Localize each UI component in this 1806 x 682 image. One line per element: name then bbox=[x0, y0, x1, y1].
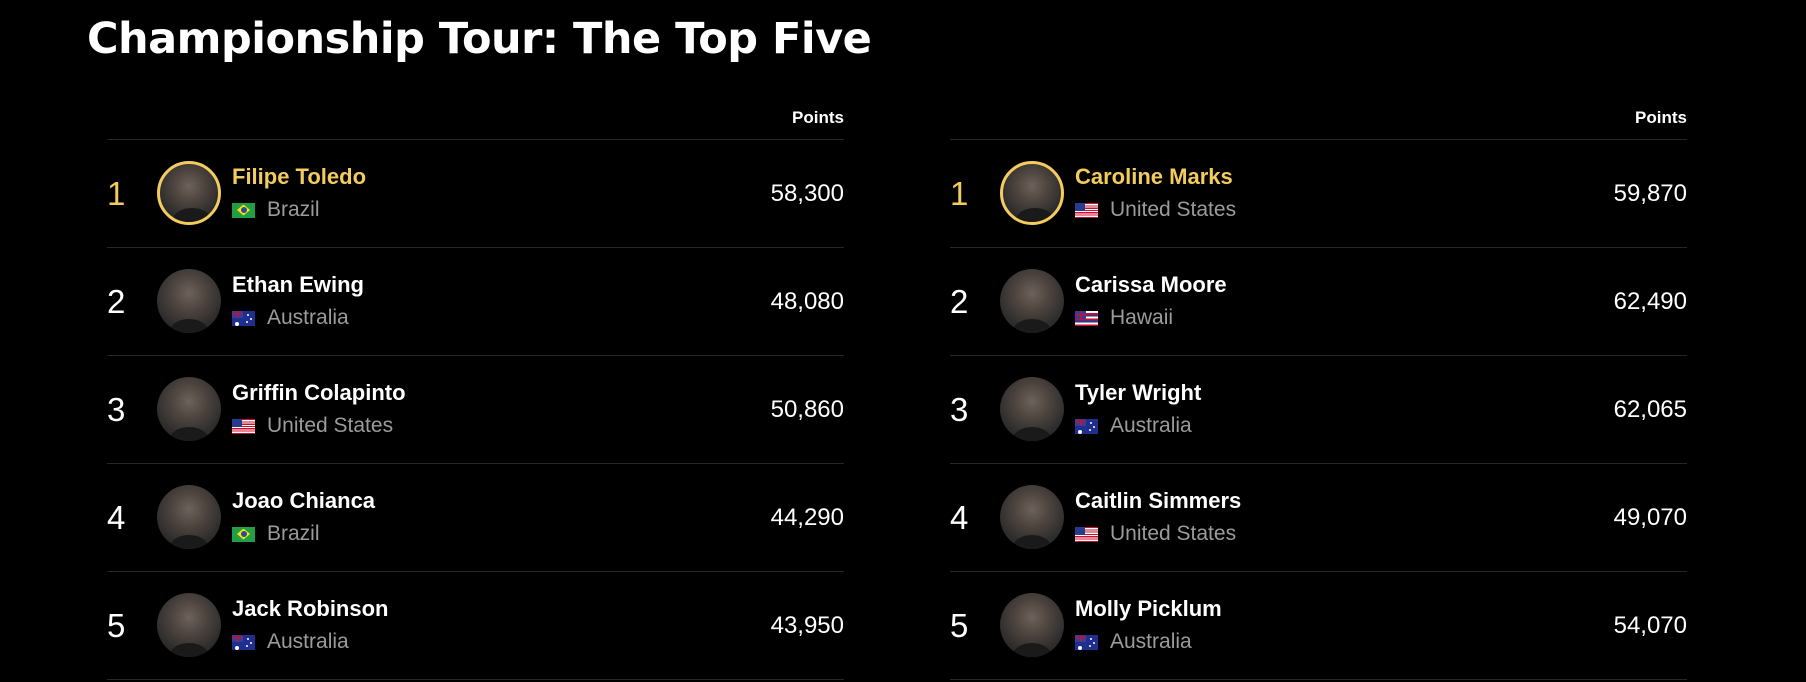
board-header: Points bbox=[950, 96, 1687, 140]
rank-number: 1 bbox=[107, 175, 126, 212]
country-name: Hawaii bbox=[1110, 306, 1174, 329]
country-name: United States bbox=[1110, 522, 1237, 545]
ranking-row[interactable]: 3 Tyler Wright Australia 62,065 bbox=[950, 356, 1687, 464]
athlete-avatar[interactable] bbox=[157, 377, 221, 441]
rank-number: 2 bbox=[107, 283, 126, 320]
ranking-row[interactable]: 2 Carissa Moore Hawaii 62,490 bbox=[950, 248, 1687, 356]
country-name: Australia bbox=[1110, 630, 1192, 653]
athlete-country: United States bbox=[1075, 196, 1236, 224]
rank-number: 4 bbox=[950, 499, 969, 536]
country-name: United States bbox=[1110, 198, 1237, 221]
rank-number: 3 bbox=[950, 391, 969, 428]
athlete-name[interactable]: Molly Picklum bbox=[1075, 596, 1222, 621]
athlete-points: 58,300 bbox=[770, 180, 844, 207]
athlete-avatar[interactable] bbox=[157, 593, 221, 657]
ranking-row[interactable]: 2 Ethan Ewing Australia 48,080 bbox=[107, 248, 844, 356]
athlete-name[interactable]: Joao Chianca bbox=[232, 488, 376, 513]
brazil-flag-icon bbox=[232, 202, 255, 218]
athlete-name[interactable]: Caroline Marks bbox=[1075, 164, 1233, 189]
athlete-points: 48,080 bbox=[770, 288, 844, 315]
athlete-country: Hawaii bbox=[1075, 304, 1173, 332]
athlete-country: Brazil bbox=[232, 196, 320, 224]
rank-number: 5 bbox=[950, 607, 969, 644]
brazil-flag-icon bbox=[232, 526, 255, 542]
australia-flag-icon bbox=[232, 634, 255, 650]
athlete-country: Australia bbox=[1075, 412, 1192, 440]
athlete-country: Australia bbox=[232, 628, 349, 656]
athlete-points: 62,490 bbox=[1613, 288, 1687, 315]
athlete-points: 43,950 bbox=[770, 612, 844, 639]
country-name: Australia bbox=[267, 306, 349, 329]
ranking-row[interactable]: 3 Griffin Colapinto United States 50,860 bbox=[107, 356, 844, 464]
athlete-name[interactable]: Filipe Toledo bbox=[232, 164, 367, 189]
athlete-avatar[interactable] bbox=[157, 485, 221, 549]
athlete-country: United States bbox=[232, 412, 393, 440]
rank-number: 4 bbox=[107, 499, 126, 536]
athlete-points: 62,065 bbox=[1613, 396, 1687, 423]
athlete-country: United States bbox=[1075, 520, 1236, 548]
board-header: Points bbox=[107, 96, 844, 140]
athlete-avatar[interactable] bbox=[1000, 269, 1064, 333]
athlete-name[interactable]: Griffin Colapinto bbox=[232, 380, 406, 405]
athlete-avatar[interactable] bbox=[1000, 377, 1064, 441]
us-flag-icon bbox=[232, 418, 255, 434]
ranking-row[interactable]: 1 Filipe Toledo Brazil 58,300 bbox=[107, 140, 844, 248]
athlete-points: 44,290 bbox=[770, 504, 844, 531]
athlete-name[interactable]: Carissa Moore bbox=[1075, 272, 1227, 297]
ranking-row[interactable]: 4 Caitlin Simmers United States 49,070 bbox=[950, 464, 1687, 572]
athlete-name[interactable]: Caitlin Simmers bbox=[1075, 488, 1242, 513]
country-name: United States bbox=[267, 414, 394, 437]
athlete-avatar[interactable] bbox=[157, 161, 221, 225]
us-flag-icon bbox=[1075, 202, 1098, 218]
rank-number: 3 bbox=[107, 391, 126, 428]
athlete-avatar[interactable] bbox=[1000, 485, 1064, 549]
athlete-country: Brazil bbox=[232, 520, 320, 548]
rank-number: 1 bbox=[950, 175, 969, 212]
rank-number: 5 bbox=[107, 607, 126, 644]
athlete-name[interactable]: Tyler Wright bbox=[1075, 380, 1202, 405]
points-column-header: Points bbox=[1635, 108, 1687, 127]
athlete-avatar[interactable] bbox=[1000, 161, 1064, 225]
ranking-row[interactable]: 4 Joao Chianca Brazil 44,290 bbox=[107, 464, 844, 572]
hawaii-flag-icon bbox=[1075, 310, 1098, 326]
country-name: Brazil bbox=[267, 198, 320, 221]
rank-number: 2 bbox=[950, 283, 969, 320]
country-name: Brazil bbox=[267, 522, 320, 545]
athlete-country: Australia bbox=[232, 304, 349, 332]
country-name: Australia bbox=[267, 630, 349, 653]
australia-flag-icon bbox=[1075, 634, 1098, 650]
athlete-points: 49,070 bbox=[1613, 504, 1687, 531]
australia-flag-icon bbox=[232, 310, 255, 326]
australia-flag-icon bbox=[1075, 418, 1098, 434]
athlete-points: 54,070 bbox=[1613, 612, 1687, 639]
ranking-row[interactable]: 5 Molly Picklum Australia 54,070 bbox=[950, 572, 1687, 680]
rankings-board-left: Points 1 Filipe Toledo Brazil 58,300 2 E… bbox=[107, 96, 844, 680]
country-name: Australia bbox=[1110, 414, 1192, 437]
athlete-name[interactable]: Jack Robinson bbox=[232, 596, 389, 621]
athlete-name[interactable]: Ethan Ewing bbox=[232, 272, 364, 297]
points-column-header: Points bbox=[792, 108, 844, 127]
athlete-avatar[interactable] bbox=[157, 269, 221, 333]
athlete-country: Australia bbox=[1075, 628, 1192, 656]
ranking-row[interactable]: 5 Jack Robinson Australia 43,950 bbox=[107, 572, 844, 680]
rankings-board-right: Points 1 Caroline Marks United States 59… bbox=[950, 96, 1687, 680]
athlete-avatar[interactable] bbox=[1000, 593, 1064, 657]
ranking-row[interactable]: 1 Caroline Marks United States 59,870 bbox=[950, 140, 1687, 248]
athlete-points: 50,860 bbox=[770, 396, 844, 423]
athlete-points: 59,870 bbox=[1613, 180, 1687, 207]
page-title: Championship Tour: The Top Five bbox=[87, 14, 872, 64]
us-flag-icon bbox=[1075, 526, 1098, 542]
